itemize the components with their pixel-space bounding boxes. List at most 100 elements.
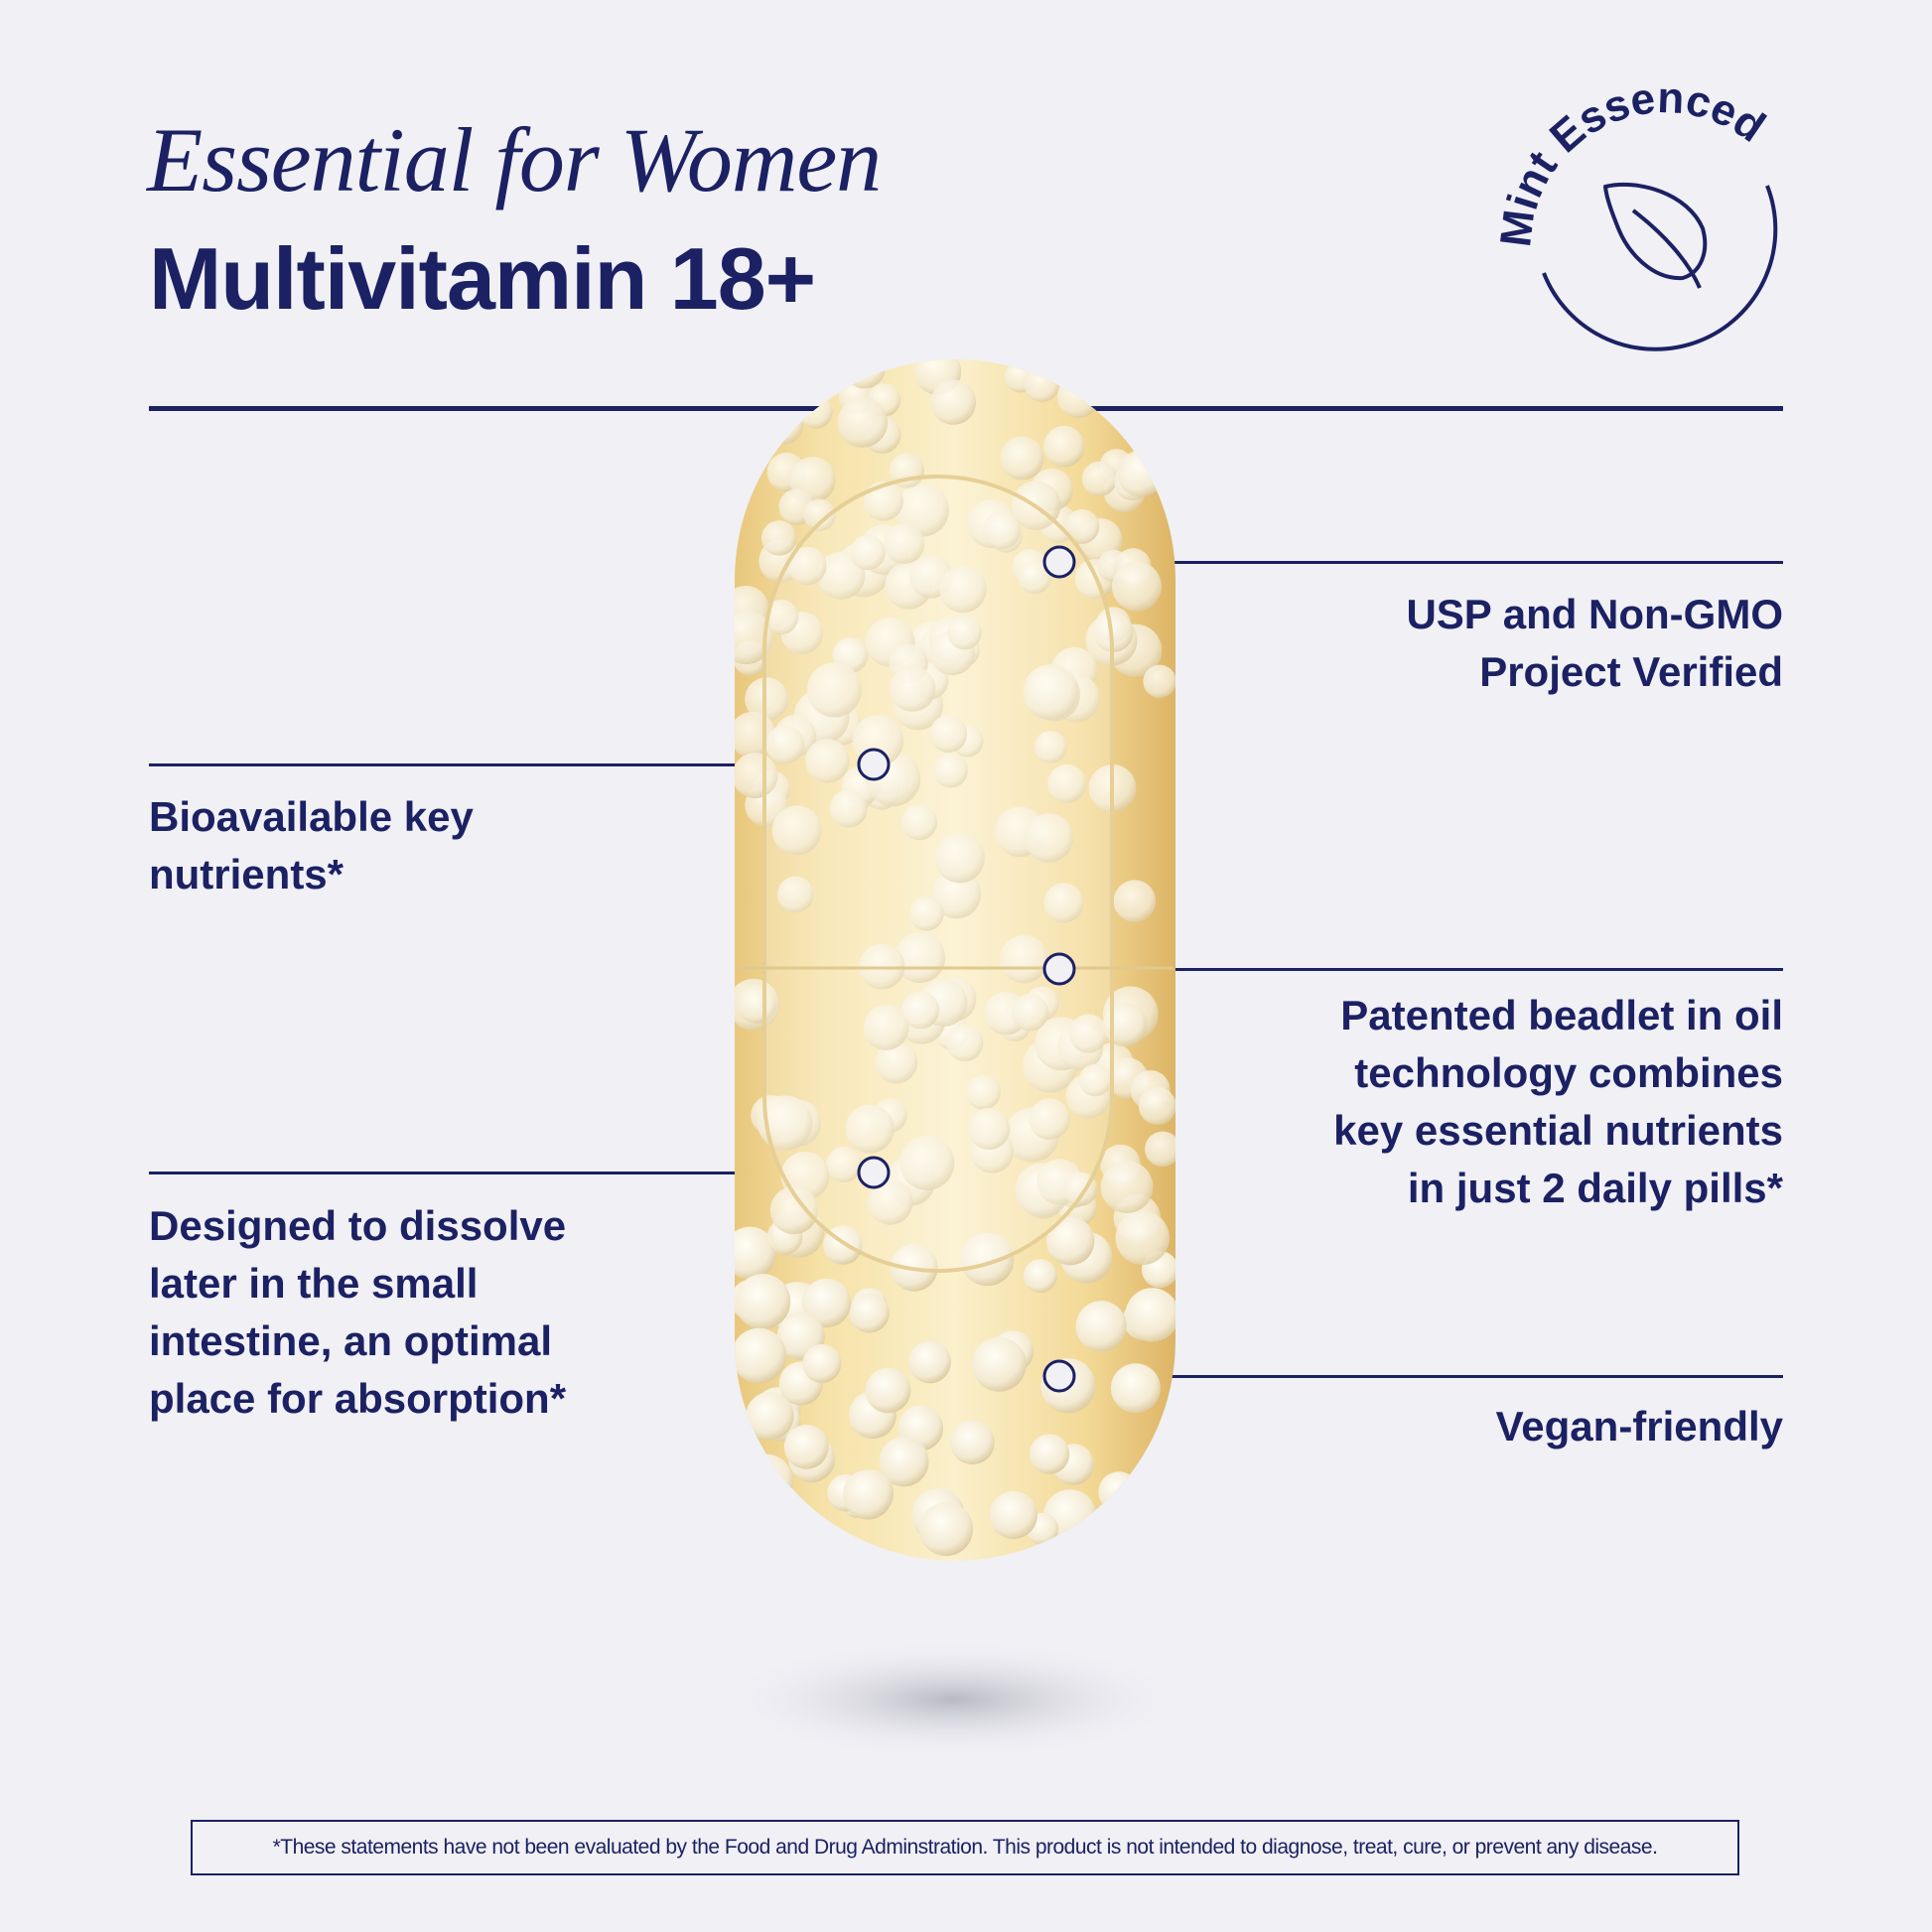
beadlet (982, 511, 1021, 550)
fda-disclaimer: *These statements have not been evaluate… (191, 1820, 1739, 1875)
beadlet (1029, 1098, 1070, 1140)
beadlet (754, 1498, 799, 1545)
script-title: Essential for Women (147, 109, 882, 210)
beadlet (1064, 508, 1100, 544)
callout-vegan: Vegan-friendly (1495, 1403, 1783, 1449)
beadlet (1023, 1259, 1057, 1294)
callout-marker-dissolve (857, 1156, 891, 1189)
beadlet (919, 1502, 974, 1557)
beadlet (837, 397, 889, 448)
beadlet (1081, 461, 1118, 496)
beadlet (806, 662, 862, 718)
beadlet (1098, 1471, 1140, 1513)
callout-marker-bioavailable (857, 748, 891, 781)
beadlet (771, 805, 822, 856)
beadlet (890, 665, 936, 712)
beadlet (1138, 1087, 1175, 1126)
beadlet (760, 1521, 804, 1561)
beadlet (849, 1293, 890, 1333)
beadlet (826, 1147, 862, 1182)
beadlet (1125, 1288, 1175, 1342)
beadlet (1047, 763, 1087, 803)
beadlet (790, 359, 838, 392)
beadlet (803, 498, 836, 531)
beadlet (746, 1392, 794, 1441)
beadlet (1110, 1363, 1161, 1414)
beadlet (758, 1095, 813, 1151)
callout-dissolve: Designed to dissolve later in the small … (149, 1202, 567, 1422)
beadlet (1100, 1161, 1154, 1213)
beadlet (1056, 374, 1101, 418)
beadlet (845, 1104, 895, 1154)
beadlet (801, 1278, 852, 1328)
beadlet (1118, 1478, 1151, 1511)
callout-line-bioavailable (149, 763, 864, 766)
beadlet (745, 677, 788, 721)
callout-marker-usp (1042, 545, 1076, 579)
beadlet (1073, 1521, 1126, 1561)
beadlet (783, 1424, 829, 1469)
beadlet (1029, 1434, 1070, 1474)
beadlet (805, 739, 850, 783)
beadlet (1023, 664, 1079, 720)
beadlet (843, 1469, 894, 1520)
beadlet (762, 599, 799, 635)
beadlet (1045, 1216, 1095, 1266)
beadlet (908, 1340, 951, 1384)
capsule-inner-shell (762, 475, 1114, 1273)
beadlet (1075, 1301, 1127, 1352)
product-title: Multivitamin 18+ (149, 229, 816, 328)
beadlet (868, 1179, 913, 1225)
beadlet (1143, 664, 1175, 698)
beadlet (1034, 730, 1067, 763)
beadlet (965, 1074, 1001, 1110)
beadlet (929, 715, 968, 754)
beadlet (817, 551, 866, 600)
beadlet (947, 615, 982, 650)
beadlet (1024, 366, 1059, 403)
beadlet (802, 1343, 842, 1383)
beadlet (1113, 880, 1157, 922)
beadlet (900, 804, 938, 841)
beadlet (1000, 934, 1048, 984)
beadlet (735, 1274, 791, 1329)
beadlet (738, 1453, 793, 1509)
callout-bioavailable: Bioavailable key nutrients* (149, 793, 474, 897)
beadlet (967, 1107, 1011, 1151)
beadlet (843, 359, 887, 389)
beadlet (735, 1226, 776, 1280)
beadlet (989, 1490, 1037, 1540)
beadlet (1110, 1496, 1143, 1530)
beadlet (765, 725, 805, 764)
beadlet (735, 1327, 787, 1384)
beadlet (939, 565, 987, 614)
callout-marker-beadlet (1042, 952, 1076, 986)
beadlet (1115, 1210, 1170, 1266)
beadlet (934, 833, 985, 884)
callout-beadlet-technology: Patented beadlet in oil technology combi… (1333, 992, 1783, 1211)
beadlet (1043, 883, 1084, 923)
beadlet (950, 1420, 995, 1465)
beadlet (735, 610, 773, 665)
capsule-shadow (715, 1640, 1191, 1759)
callout-line-beadlet (1069, 968, 1783, 971)
beadlet (850, 534, 886, 571)
beadlet (787, 546, 827, 586)
beadlet (895, 932, 946, 984)
beadlet (933, 753, 968, 788)
beadlet (931, 869, 982, 919)
callout-line-vegan (1069, 1375, 1783, 1378)
beadlet (760, 520, 797, 556)
beadlet (1117, 450, 1165, 497)
beadlet (735, 376, 769, 414)
beadlet (1068, 1014, 1108, 1053)
beadlet (1018, 560, 1051, 595)
beadlet (896, 483, 949, 537)
beadlet (1145, 1131, 1175, 1168)
beadlet (769, 1185, 818, 1235)
beadlet (1011, 993, 1049, 1032)
beadlet (960, 1232, 1015, 1287)
callout-usp-verified: USP and Non-GMO Project Verified (1406, 591, 1783, 695)
callout-marker-vegan (1042, 1359, 1076, 1393)
